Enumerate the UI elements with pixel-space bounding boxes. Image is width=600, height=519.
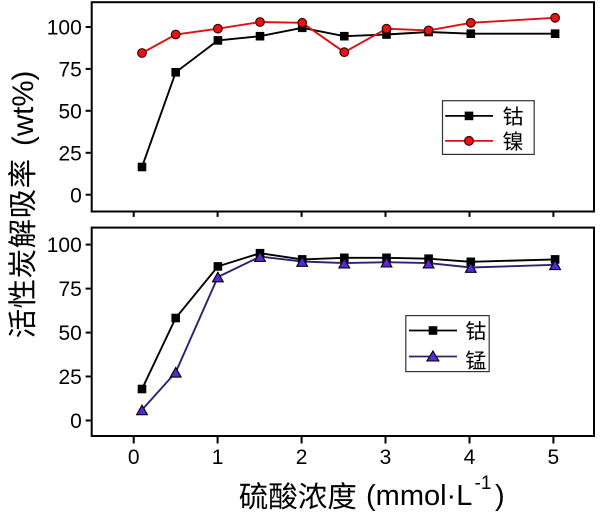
svg-text:1: 1 [212, 446, 224, 469]
svg-text:4: 4 [464, 446, 476, 469]
svg-text:0: 0 [70, 410, 82, 433]
svg-text:): ) [495, 480, 505, 512]
svg-text:(mmol·L: (mmol·L [366, 480, 472, 512]
svg-text:-1: -1 [475, 473, 492, 494]
svg-text:75: 75 [58, 59, 81, 82]
svg-text:100: 100 [47, 17, 82, 40]
svg-text:3: 3 [380, 446, 392, 469]
svg-text:(wt%): (wt%) [7, 71, 40, 146]
svg-text:0: 0 [128, 446, 140, 469]
svg-text:75: 75 [58, 278, 81, 301]
svg-text:0: 0 [70, 184, 82, 207]
svg-text:25: 25 [58, 142, 81, 165]
svg-text:100: 100 [47, 234, 82, 257]
svg-text:25: 25 [58, 366, 81, 389]
svg-text:50: 50 [58, 322, 81, 345]
svg-text:2: 2 [296, 446, 308, 469]
svg-text:5: 5 [548, 446, 560, 469]
svg-text:50: 50 [58, 100, 81, 123]
